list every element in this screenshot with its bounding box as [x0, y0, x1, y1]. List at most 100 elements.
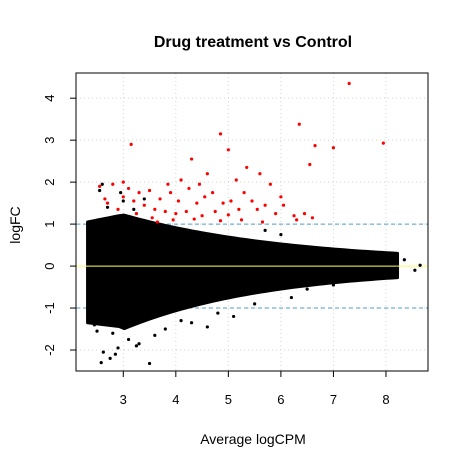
data-point — [234, 178, 238, 182]
plot-frame — [75, 72, 429, 372]
data-point — [100, 182, 104, 186]
data-point — [174, 212, 178, 216]
y-tick-label: 3 — [42, 137, 57, 144]
data-point — [363, 253, 367, 258]
data-point — [242, 191, 246, 195]
dense-gene-cloud — [86, 213, 400, 331]
data-point — [197, 182, 202, 186]
data-point — [153, 207, 157, 212]
data-point — [87, 289, 91, 293]
data-point — [226, 148, 230, 152]
data-point — [352, 268, 357, 272]
data-point — [205, 325, 209, 329]
data-point — [347, 81, 351, 86]
y-tick-label: -2 — [42, 344, 57, 356]
data-point — [289, 295, 294, 300]
data-point — [192, 217, 196, 221]
data-point — [302, 212, 307, 216]
data-point — [168, 191, 173, 195]
y-tick-label: -1 — [42, 302, 57, 314]
x-tick-label: 8 — [382, 392, 389, 407]
data-point — [137, 342, 141, 346]
data-point — [239, 218, 244, 222]
data-point — [187, 186, 191, 191]
data-point — [253, 302, 257, 306]
data-point — [113, 352, 118, 356]
data-point — [142, 203, 146, 207]
data-point — [255, 207, 259, 212]
data-point — [111, 331, 115, 335]
data-points — [87, 81, 422, 366]
data-point — [153, 333, 157, 337]
data-point — [260, 220, 265, 224]
data-point — [263, 228, 267, 232]
data-point — [232, 314, 236, 319]
data-point — [218, 132, 223, 136]
data-point — [134, 212, 139, 216]
data-point — [279, 195, 283, 199]
data-point — [213, 209, 217, 214]
data-point — [245, 165, 249, 170]
data-point — [147, 188, 152, 193]
data-point — [295, 218, 299, 222]
data-point — [258, 172, 262, 176]
chart-title: Drug treatment vs Control — [154, 34, 352, 51]
data-point — [376, 270, 380, 274]
data-point — [95, 329, 99, 333]
data-point — [90, 314, 94, 319]
data-point — [221, 201, 225, 205]
data-point — [116, 346, 120, 350]
data-point — [310, 216, 315, 220]
data-point — [116, 207, 120, 212]
data-point — [119, 191, 123, 195]
data-point — [158, 197, 162, 201]
data-point — [226, 213, 230, 217]
data-point — [163, 327, 167, 331]
data-point — [394, 266, 399, 270]
data-point — [99, 361, 103, 365]
data-point — [229, 199, 233, 203]
data-point — [189, 321, 194, 325]
data-point — [184, 209, 188, 214]
data-point — [316, 247, 320, 251]
x-axis-title: Average logCPM — [200, 431, 306, 447]
data-point — [105, 201, 110, 205]
data-point — [126, 337, 131, 342]
data-point — [137, 191, 141, 195]
data-point — [132, 207, 136, 212]
x-tick-label: 5 — [225, 392, 232, 407]
data-point — [132, 199, 136, 203]
data-point — [263, 203, 267, 207]
data-point — [121, 180, 125, 184]
data-point — [381, 141, 385, 145]
x-tick-label: 4 — [172, 392, 179, 407]
data-point — [413, 268, 417, 272]
data-point — [250, 199, 254, 203]
data-point — [179, 319, 183, 323]
data-point — [179, 178, 183, 182]
data-point — [321, 249, 325, 253]
data-point — [126, 186, 131, 191]
y-tick-label: 2 — [42, 179, 57, 186]
data-point — [176, 199, 181, 203]
data-point — [203, 195, 207, 199]
x-tick-label: 7 — [330, 392, 337, 407]
data-point — [108, 356, 112, 361]
data-point — [347, 277, 351, 281]
data-point — [166, 182, 170, 186]
data-point — [389, 260, 393, 264]
data-point — [142, 197, 146, 201]
data-point — [121, 195, 125, 199]
data-point — [331, 146, 336, 150]
data-point — [210, 191, 215, 195]
y-tick-label: 1 — [42, 220, 57, 227]
point-cloud — [76, 213, 428, 331]
data-point — [200, 214, 204, 218]
data-point — [101, 350, 105, 354]
data-point — [121, 199, 125, 203]
data-point — [134, 344, 139, 348]
y-tick-label: 0 — [42, 262, 57, 269]
data-point — [418, 263, 422, 267]
x-tick-label: 6 — [277, 392, 284, 407]
